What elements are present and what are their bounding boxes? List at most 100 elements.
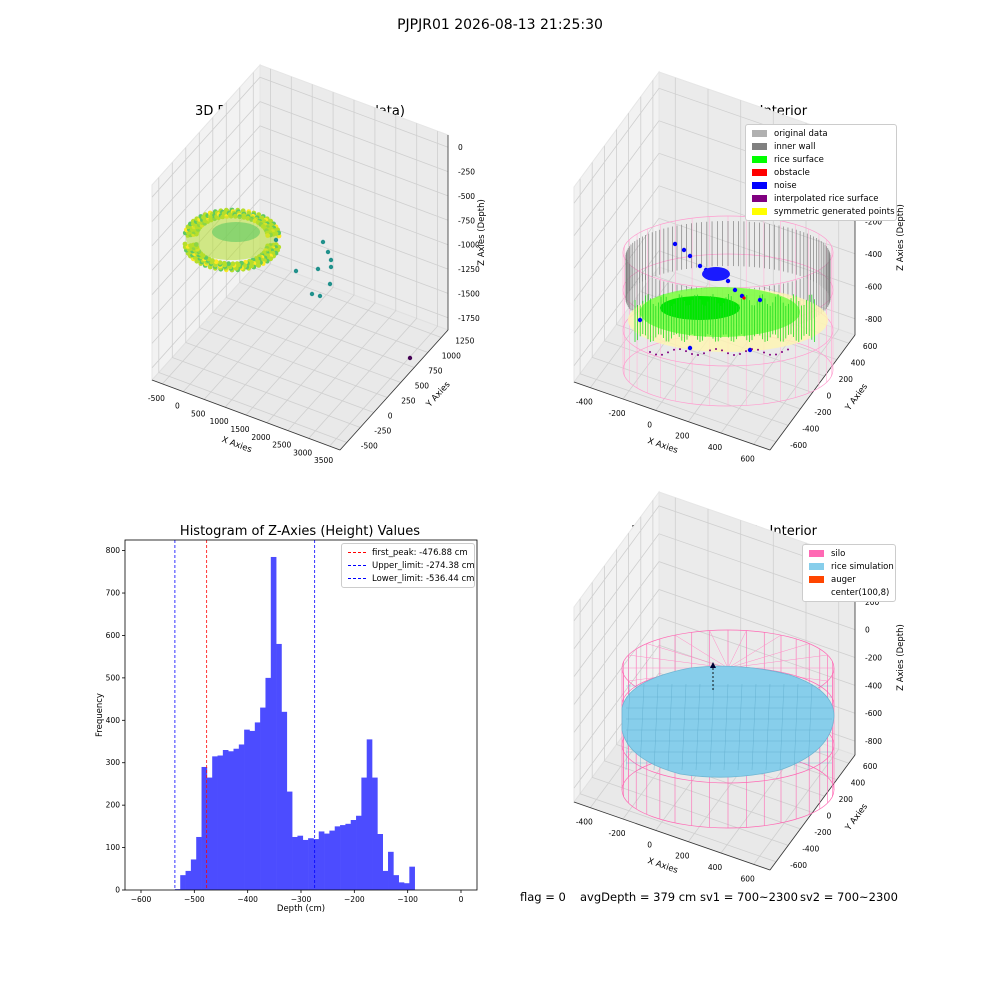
x-axis-line — [573, 801, 771, 871]
noise-point — [732, 287, 738, 293]
mesh-line — [639, 683, 645, 771]
y-tick-label: 0 — [388, 412, 393, 421]
z-tick-label: -1000 — [458, 241, 480, 250]
panel1-axes-3d: -5000500100015002000250030003500-500-250… — [148, 63, 487, 465]
interpolated-point — [661, 353, 663, 356]
histogram-bar — [233, 748, 240, 890]
y-tick-label: 600 — [863, 342, 878, 351]
raw-point — [230, 261, 236, 267]
legend-entry: first_peak: -476.88 cm — [342, 546, 474, 559]
outlier-point — [273, 237, 279, 243]
sv2-text: sv2 = 700~2300 — [800, 890, 898, 904]
y-tick-label: 1250 — [455, 337, 474, 346]
legend-label: rice simulation — [831, 561, 894, 572]
x-tick-label: −100 — [397, 895, 418, 904]
silo-roof-spoke — [646, 643, 729, 669]
interpolated-point — [697, 353, 699, 356]
z-tick-label: -800 — [865, 737, 882, 746]
interpolated-point — [691, 352, 693, 355]
legend-swatch — [752, 195, 767, 202]
mesh-line — [653, 683, 659, 771]
histogram-bar — [206, 777, 213, 890]
y-gridline — [239, 87, 428, 353]
y-tick-label: 0 — [115, 886, 120, 895]
raw-point — [226, 261, 232, 267]
y-tick-label: 500 — [106, 673, 121, 682]
x-gridline — [162, 68, 271, 385]
y-tick-label: 600 — [863, 762, 878, 771]
z-gridline — [573, 533, 856, 650]
panel4-legend: silo rice simulation auger center(100,8) — [802, 544, 896, 602]
legend-entry: noise — [746, 179, 896, 192]
y-tick-label: 400 — [106, 716, 121, 725]
legend-label: original data — [774, 128, 828, 139]
outlier-point — [317, 293, 323, 299]
histogram-bar — [292, 836, 298, 890]
interpolated-point — [751, 348, 753, 351]
interpolated-point — [787, 348, 789, 351]
interpolated-point — [709, 349, 711, 352]
interpolated-point — [655, 353, 657, 356]
noise-cluster — [702, 267, 730, 281]
z-tick-label: -400 — [865, 681, 882, 690]
z-tick-label: -200 — [865, 654, 882, 663]
y-gridline — [604, 565, 801, 830]
histogram-axes: −600 −500 −400 −300 −200 −100 0 0 100 200 300 400 50… — [95, 539, 478, 914]
x-tick-label: 500 — [191, 409, 206, 418]
outlier-point — [320, 239, 326, 245]
histogram-bar — [340, 825, 346, 890]
outlier-point — [407, 355, 413, 361]
histogram-bar — [388, 851, 394, 890]
x-tick-label: 3500 — [314, 456, 333, 465]
mesh-line — [625, 683, 631, 771]
legend-label: first_peak: -476.88 cm — [372, 547, 468, 558]
legend-entry: Lower_limit: -536.44 cm — [342, 572, 474, 585]
legend-label: interpolated rice surface — [774, 193, 879, 204]
legend-entry: Upper_limit: -274.38 cm — [342, 559, 475, 572]
histogram-bar — [377, 834, 383, 890]
x-gridline — [266, 107, 376, 424]
y-gridline — [616, 129, 813, 393]
histogram-bar — [190, 859, 197, 890]
z-axis-label: Z Axies (Depth) — [896, 204, 906, 271]
x-tick-label: −500 — [184, 895, 205, 904]
mesh-line — [681, 683, 687, 771]
y-tick-label: 200 — [106, 801, 121, 810]
z-gridline — [573, 561, 856, 677]
x-gridline — [329, 131, 439, 447]
z-gridline — [151, 198, 449, 320]
obstacle-point — [742, 296, 746, 300]
interpolated-point — [679, 348, 681, 351]
mesh-line — [695, 683, 701, 771]
y-tick-label: -250 — [374, 427, 391, 436]
histogram-bar — [393, 875, 399, 890]
histogram-bar — [238, 744, 245, 890]
histogram-bar — [297, 835, 304, 890]
histogram-bar — [281, 711, 288, 890]
legend-entry: inner wall — [746, 140, 896, 153]
interpolated-point — [763, 351, 765, 354]
x-tick-label: 200 — [675, 852, 690, 861]
x-tick-label: 2000 — [251, 433, 270, 442]
interpolated-point — [649, 351, 651, 353]
legend-swatch — [752, 208, 767, 215]
y-tick-label: 250 — [401, 397, 416, 406]
interpolated-point — [667, 351, 669, 354]
y-axis-label: Frequency — [95, 693, 105, 737]
raw-point — [221, 260, 227, 266]
x-tick-label: 400 — [708, 863, 723, 872]
legend-label: inner wall — [774, 141, 816, 152]
interpolated-point — [781, 350, 783, 353]
y-gridline — [198, 132, 388, 398]
legend-swatch — [752, 182, 767, 189]
z-tick-label: -1250 — [458, 265, 480, 274]
legend-label: silo — [831, 548, 846, 559]
noise-point — [697, 263, 703, 269]
y-tick-label: -400 — [802, 424, 819, 433]
z-tick-label: -800 — [865, 315, 882, 324]
histogram-bar — [249, 730, 256, 890]
histogram-bar — [222, 750, 229, 890]
z-gridline — [573, 589, 856, 705]
